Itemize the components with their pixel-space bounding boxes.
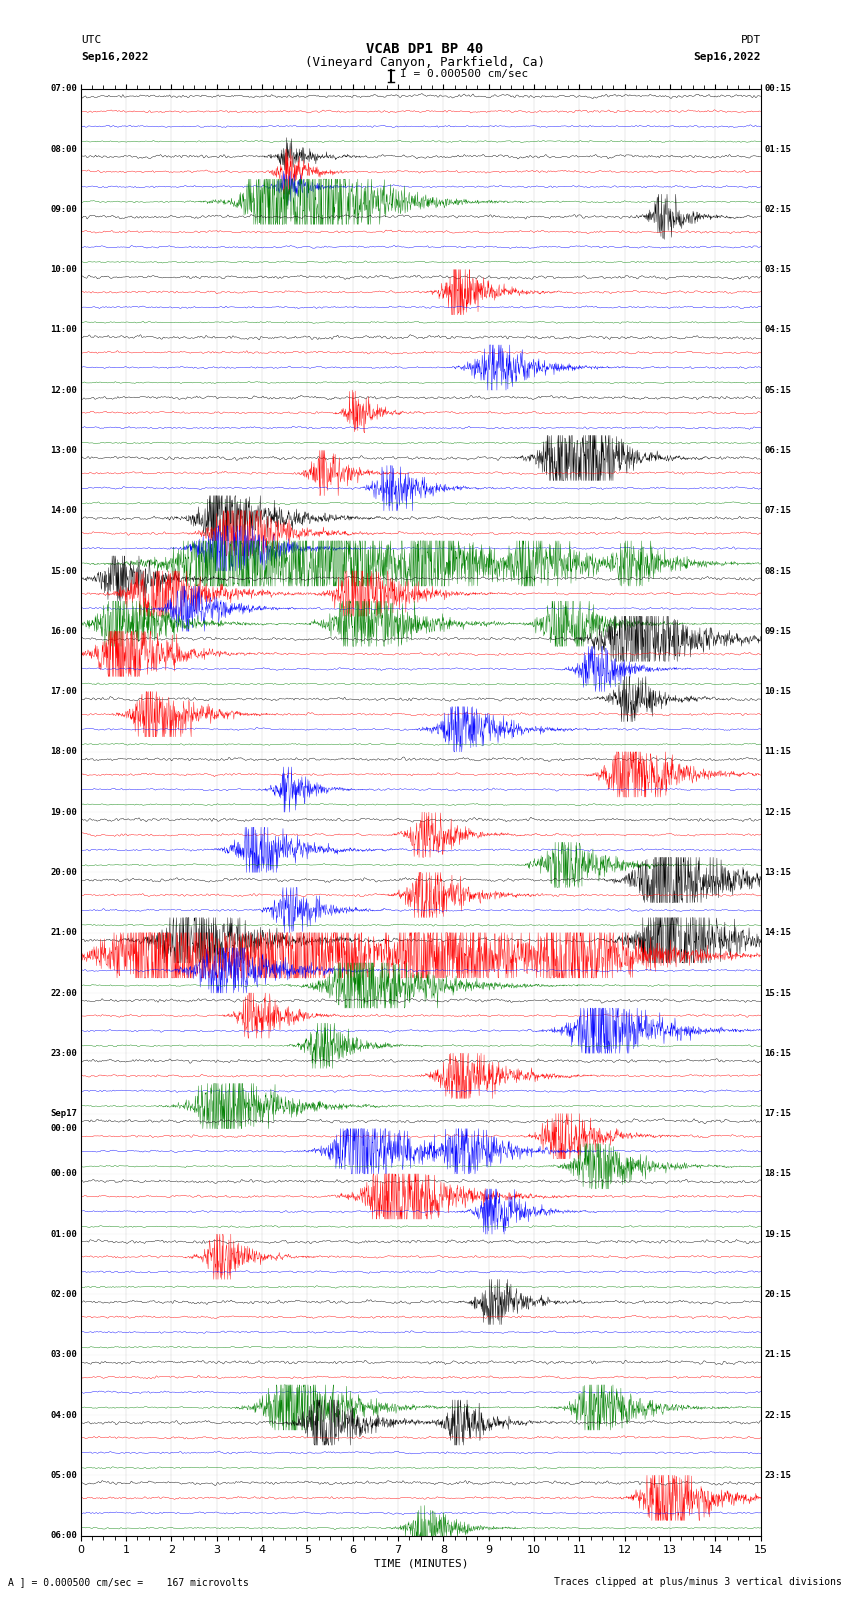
Text: 03:15: 03:15 xyxy=(764,265,791,274)
Text: 19:15: 19:15 xyxy=(764,1229,791,1239)
Text: 22:00: 22:00 xyxy=(50,989,77,997)
Text: 15:15: 15:15 xyxy=(764,989,791,997)
Text: 05:00: 05:00 xyxy=(50,1471,77,1479)
Text: 02:15: 02:15 xyxy=(764,205,791,215)
Text: 18:15: 18:15 xyxy=(764,1169,791,1179)
Text: 06:00: 06:00 xyxy=(50,1531,77,1540)
Text: Sep17: Sep17 xyxy=(50,1110,77,1118)
Text: 19:00: 19:00 xyxy=(50,808,77,816)
X-axis label: TIME (MINUTES): TIME (MINUTES) xyxy=(373,1558,468,1568)
Text: 09:00: 09:00 xyxy=(50,205,77,215)
Text: 13:00: 13:00 xyxy=(50,445,77,455)
Text: 14:15: 14:15 xyxy=(764,927,791,937)
Text: 16:15: 16:15 xyxy=(764,1048,791,1058)
Text: (Vineyard Canyon, Parkfield, Ca): (Vineyard Canyon, Parkfield, Ca) xyxy=(305,56,545,69)
Text: 06:15: 06:15 xyxy=(764,445,791,455)
Text: 00:00: 00:00 xyxy=(50,1124,77,1134)
Text: 07:00: 07:00 xyxy=(50,84,77,94)
Text: 09:15: 09:15 xyxy=(764,627,791,636)
Text: A ] = 0.000500 cm/sec =    167 microvolts: A ] = 0.000500 cm/sec = 167 microvolts xyxy=(8,1578,249,1587)
Text: Sep16,2022: Sep16,2022 xyxy=(81,52,148,61)
Text: 18:00: 18:00 xyxy=(50,747,77,756)
Text: 12:00: 12:00 xyxy=(50,386,77,395)
Text: VCAB DP1 BP 40: VCAB DP1 BP 40 xyxy=(366,42,484,56)
Text: 05:15: 05:15 xyxy=(764,386,791,395)
Text: 23:15: 23:15 xyxy=(764,1471,791,1479)
Text: 21:00: 21:00 xyxy=(50,927,77,937)
Text: 10:15: 10:15 xyxy=(764,687,791,697)
Text: 01:15: 01:15 xyxy=(764,145,791,153)
Text: 04:15: 04:15 xyxy=(764,326,791,334)
Text: 08:15: 08:15 xyxy=(764,566,791,576)
Text: 15:00: 15:00 xyxy=(50,566,77,576)
Text: 10:00: 10:00 xyxy=(50,265,77,274)
Text: 07:15: 07:15 xyxy=(764,506,791,515)
Text: 11:15: 11:15 xyxy=(764,747,791,756)
Text: 16:00: 16:00 xyxy=(50,627,77,636)
Text: Sep16,2022: Sep16,2022 xyxy=(694,52,761,61)
Text: 23:00: 23:00 xyxy=(50,1048,77,1058)
Text: I = 0.000500 cm/sec: I = 0.000500 cm/sec xyxy=(400,69,528,79)
Text: 17:15: 17:15 xyxy=(764,1110,791,1118)
Text: 02:00: 02:00 xyxy=(50,1290,77,1298)
Text: 14:00: 14:00 xyxy=(50,506,77,515)
Text: UTC: UTC xyxy=(81,35,101,45)
Text: 03:00: 03:00 xyxy=(50,1350,77,1360)
Text: 12:15: 12:15 xyxy=(764,808,791,816)
Text: 17:00: 17:00 xyxy=(50,687,77,697)
Text: 22:15: 22:15 xyxy=(764,1410,791,1419)
Text: 00:15: 00:15 xyxy=(764,84,791,94)
Text: 08:00: 08:00 xyxy=(50,145,77,153)
Text: PDT: PDT xyxy=(740,35,761,45)
Text: 01:00: 01:00 xyxy=(50,1229,77,1239)
Text: 00:00: 00:00 xyxy=(50,1169,77,1179)
Text: 11:00: 11:00 xyxy=(50,326,77,334)
Text: 04:00: 04:00 xyxy=(50,1410,77,1419)
Text: 13:15: 13:15 xyxy=(764,868,791,877)
Text: 20:15: 20:15 xyxy=(764,1290,791,1298)
Text: Traces clipped at plus/minus 3 vertical divisions: Traces clipped at plus/minus 3 vertical … xyxy=(553,1578,842,1587)
Text: 21:15: 21:15 xyxy=(764,1350,791,1360)
Text: 20:00: 20:00 xyxy=(50,868,77,877)
